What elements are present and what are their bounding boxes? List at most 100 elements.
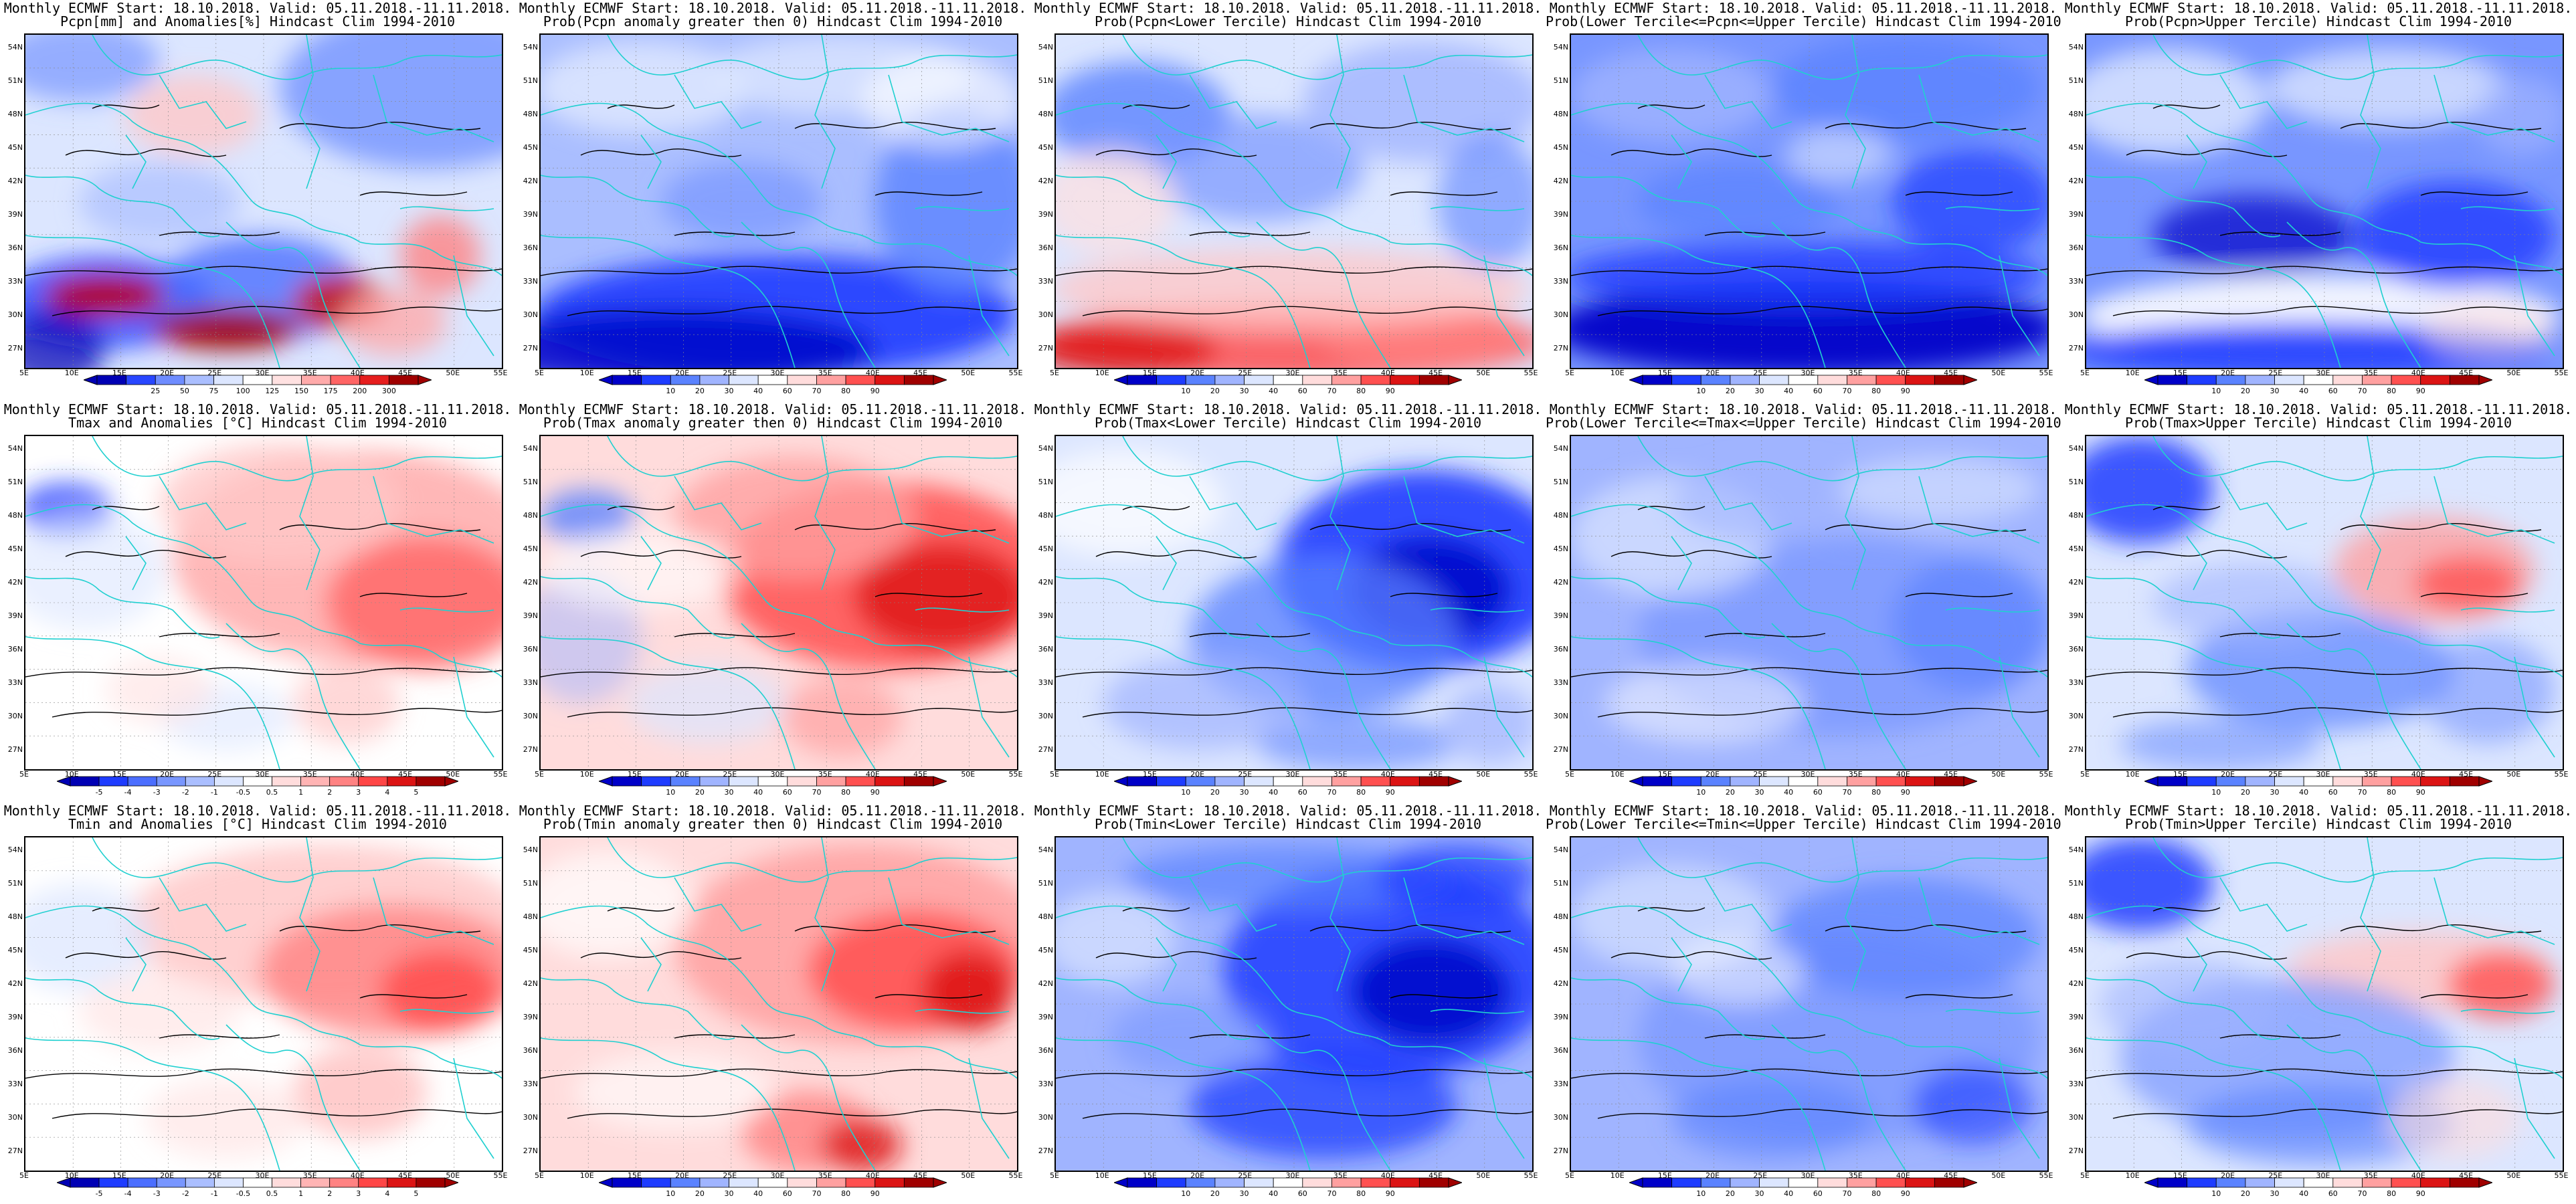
contour-line: [1122, 506, 1190, 510]
colorbar-label: 60: [782, 788, 792, 797]
field-blob: [1056, 249, 1531, 329]
contour-line: [875, 191, 983, 196]
map-panel: Monthly ECMWF Start: 18.10.2018. Valid: …: [1546, 803, 2061, 1204]
colorbar-label: 90: [1385, 387, 1395, 395]
lat-tick-label: 33N: [7, 277, 23, 286]
panel-title-line1: Monthly ECMWF Start: 18.10.2018. Valid: …: [2064, 803, 2573, 819]
coastline: [2152, 837, 2563, 883]
lat-tick-label: 39N: [1553, 611, 1568, 620]
lon-tick-label: 50E: [961, 369, 976, 377]
contour-line: [1704, 1034, 1826, 1039]
coastline: [1056, 1037, 1311, 1171]
colorbar-label: 90: [1385, 1189, 1395, 1198]
colorbar-segment: [387, 776, 417, 787]
coastline: [640, 536, 662, 591]
contour-line: [1390, 593, 1498, 597]
lon-tick-label: 10E: [1610, 369, 1625, 377]
colorbar: [1629, 1177, 1977, 1188]
lat-tick-label: 27N: [1553, 1146, 1568, 1155]
colorbar-label: 10: [1181, 387, 1191, 395]
field-blob: [1839, 456, 2039, 523]
colorbar-min-arrow: [599, 776, 613, 787]
panel-title-line2: Prob(Pcpn<Lower Tercile) Hindcast Clim 1…: [1095, 13, 1481, 29]
lat-tick-label: 48N: [1553, 511, 1568, 520]
contour-line: [92, 907, 160, 912]
coastline: [159, 74, 247, 129]
lon-tick-label: 10E: [579, 1171, 594, 1180]
coastline: [1156, 536, 1177, 591]
colorbar-segment: [272, 375, 302, 385]
field-blob: [541, 490, 634, 543]
colorbar-label: 175: [323, 387, 338, 395]
colorbar-label: 20: [1725, 1189, 1735, 1198]
colorbar-segment: [358, 776, 388, 787]
colorbar-label: 90: [1385, 788, 1395, 797]
lat-tick-label: 48N: [7, 511, 23, 520]
lat-tick-label: 45N: [523, 544, 538, 553]
colorbar-segment: [126, 375, 156, 385]
lat-tick-label: 48N: [1553, 912, 1568, 921]
colorbar-segment: [1905, 1177, 1935, 1188]
contour-line: [1082, 1108, 1532, 1119]
coastline: [541, 102, 1017, 276]
colorbar-segment: [1759, 776, 1789, 787]
lat-tick-label: 51N: [7, 76, 23, 85]
coastline: [92, 35, 502, 80]
field-blob: [822, 1118, 902, 1171]
colorbar-segment: [243, 776, 272, 787]
lat-tick-label: 36N: [523, 645, 538, 654]
colorbar-label: -4: [124, 788, 132, 797]
panel-title-line1: Monthly ECMWF Start: 18.10.2018. Valid: …: [3, 401, 512, 417]
map-panel: Monthly ECMWF Start: 18.10.2018. Valid: …: [1546, 401, 2061, 803]
colorbar-segment: [699, 776, 729, 787]
colorbar: [1629, 776, 1977, 787]
colorbar-segment: [670, 776, 701, 787]
colorbar-segment: [845, 375, 876, 385]
colorbar-segment: [96, 375, 127, 385]
field-blob: [1892, 557, 2047, 690]
colorbar-segment: [2391, 776, 2421, 787]
contour-line: [65, 550, 227, 559]
map-panel: Monthly ECMWF Start: 18.10.2018. Valid: …: [515, 0, 1030, 401]
colorbar-segment: [242, 375, 273, 385]
coastline: [225, 1024, 361, 1171]
lat-tick-label: 48N: [523, 511, 538, 520]
coastline: [1189, 476, 1277, 530]
coastline: [915, 206, 1010, 211]
map-frame: [539, 836, 1018, 1172]
colorbar-segment: [903, 375, 934, 385]
lon-tick-label: 50E: [2506, 770, 2521, 779]
colorbar-segment: [757, 375, 788, 385]
colorbar-min-arrow: [1629, 375, 1643, 385]
colorbar-label: 40: [753, 387, 763, 395]
coastline: [741, 1024, 876, 1171]
contour-line: [567, 306, 1017, 316]
colorbar-segment: [2420, 375, 2450, 385]
lat-tick-label: 48N: [2068, 110, 2084, 118]
contour-line: [794, 924, 996, 933]
lon-tick-label: 55E: [2039, 1171, 2053, 1180]
colorbar-segment: [1905, 776, 1935, 787]
colorbar-segment: [1905, 375, 1935, 385]
panel-title-line2: Prob(Tmax<Lower Tercile) Hindcast Clim 1…: [1095, 415, 1481, 431]
colorbar-segment: [2449, 1177, 2480, 1188]
coastline: [2460, 206, 2555, 211]
contour-line: [92, 104, 160, 109]
field-blob: [2474, 75, 2563, 155]
coastline: [1571, 235, 1826, 368]
coastline: [607, 436, 1017, 482]
colorbar-segment: [213, 1177, 244, 1188]
lat-tick-label: 33N: [1553, 1080, 1568, 1088]
coastline: [1256, 623, 1391, 769]
coastline: [25, 102, 502, 276]
colorbar-label: 2: [327, 1189, 333, 1198]
coastline: [1403, 74, 1525, 142]
colorbar-label: 30: [2270, 788, 2280, 797]
colorbar-segment: [1156, 375, 1186, 385]
lat-tick-label: 42N: [1038, 578, 1053, 587]
map-frame: [539, 435, 1018, 771]
coastline: [2286, 623, 2421, 769]
lon-tick-label: 50E: [961, 1171, 976, 1180]
forecast-field: [25, 436, 502, 769]
contour-line: [1825, 122, 2027, 130]
